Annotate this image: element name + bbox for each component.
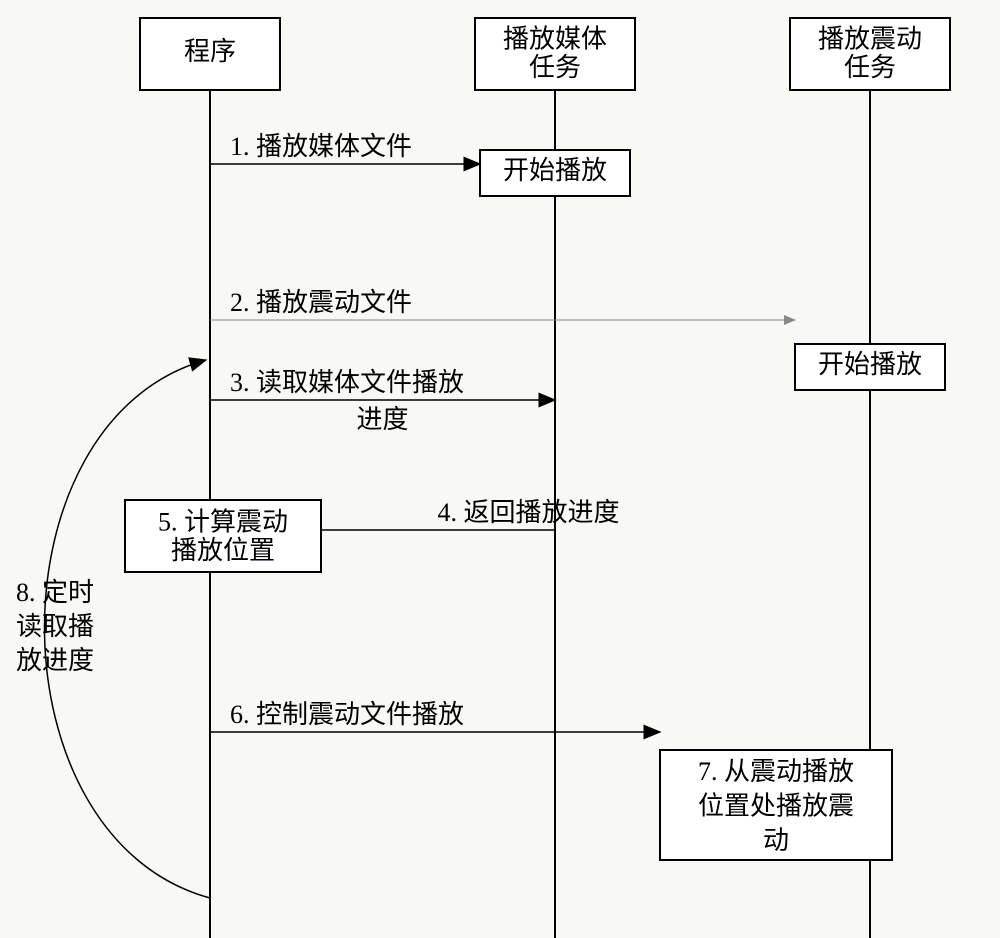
lane-label: 播放震动 [818,25,922,54]
self-box-5: 5. 计算震动 播放位置 [125,500,321,572]
lane-header-vibe: 播放震动 任务 [790,18,950,90]
lane-header-media: 播放媒体 任务 [475,18,635,90]
svg-text:2. 播放震动文件: 2. 播放震动文件 [230,288,412,317]
loop-label: 8. 定时 [16,578,94,607]
activation-media-start: 开始播放 [480,150,630,196]
message-6: 6. 控制震动文件播放 [210,700,660,732]
lane-label: 程序 [184,37,236,66]
message-3: 3. 读取媒体文件播放 进度 [210,368,555,434]
svg-text:3. 读取媒体文件播放: 3. 读取媒体文件播放 [230,368,464,397]
sequence-diagram: 程序 播放媒体 任务 播放震动 任务 8. 定时 读取播 放进度 1. 播放媒体… [0,0,1000,938]
svg-text:1. 播放媒体文件: 1. 播放媒体文件 [230,132,412,161]
svg-text:4. 返回播放进度: 4. 返回播放进度 [438,498,620,527]
activation-vibe-start: 开始播放 [795,344,945,390]
svg-text:7. 从震动播放: 7. 从震动播放 [698,757,854,786]
svg-text:开始播放: 开始播放 [818,350,922,379]
lane-label: 任务 [844,53,896,82]
svg-text:开始播放: 开始播放 [503,156,607,185]
lane-label: 播放媒体 [503,25,607,54]
svg-text:播放位置: 播放位置 [171,536,275,565]
svg-text:6. 控制震动文件播放: 6. 控制震动文件播放 [230,700,464,729]
svg-text:动: 动 [763,826,789,855]
svg-text:5. 计算震动: 5. 计算震动 [158,507,288,536]
message-1: 1. 播放媒体文件 [210,132,480,164]
loop-label: 读取播 [16,612,94,641]
svg-text:位置处播放震: 位置处播放震 [698,791,854,820]
activation-vibe-play: 7. 从震动播放 位置处播放震 动 [660,750,892,860]
svg-text:进度: 进度 [356,405,408,434]
lane-header-program: 程序 [140,18,280,90]
loop-label: 放进度 [16,646,94,675]
message-2: 2. 播放震动文件 [210,288,795,320]
lane-label: 任务 [529,53,581,82]
